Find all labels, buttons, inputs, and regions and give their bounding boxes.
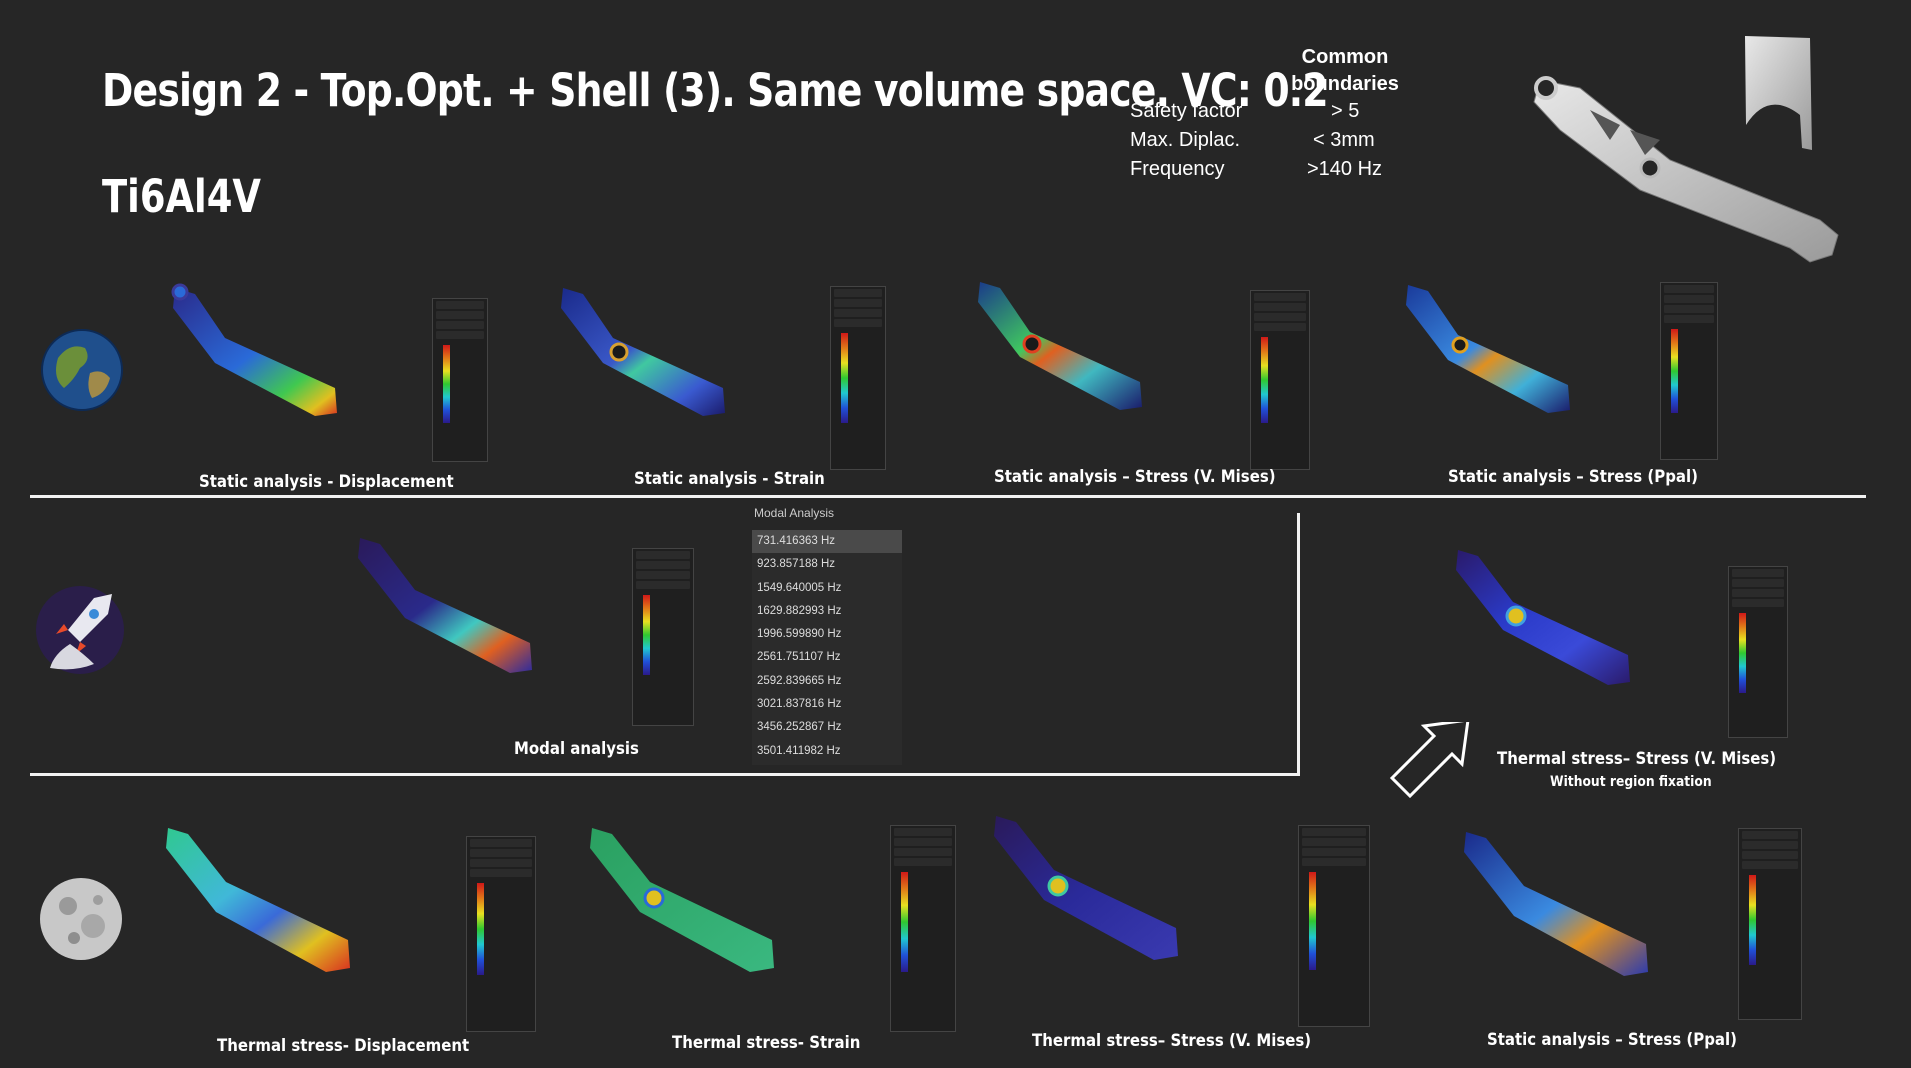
rocket-icon (36, 586, 124, 674)
caption-thermal-displacement: Thermal stress- Displacement (217, 1036, 470, 1056)
render-thermal-vmises-free (1456, 550, 1630, 685)
boundaries-heading: Common boundaries (1270, 44, 1420, 98)
result-panel-strain[interactable] (830, 286, 886, 470)
caption-modal: Modal analysis (514, 739, 639, 759)
caption-static-strain: Static analysis - Strain (634, 469, 825, 489)
boundary-value-displacement: < 3mm (1313, 129, 1375, 151)
render-static-strain (561, 288, 725, 416)
divider-top (30, 495, 1866, 498)
result-panel-displacement[interactable] (432, 298, 488, 462)
render-thermal-stress-vmises (994, 816, 1178, 960)
frequency-item[interactable]: 3456.252867 Hz (757, 721, 842, 734)
render-thermal-displacement (166, 828, 350, 972)
divider-bottom (30, 773, 1300, 776)
part-render-image (1533, 36, 1839, 263)
frequency-item[interactable]: 3021.837816 Hz (757, 698, 842, 711)
earth-icon (41, 329, 123, 411)
frequency-item[interactable]: 2561.751107 Hz (757, 651, 841, 664)
caption-static-stress-ppal: Static analysis – Stress (Ppal) (1448, 467, 1698, 487)
result-panel-thermal-free[interactable] (1728, 566, 1788, 738)
frequency-item[interactable]: 731.416363 Hz (752, 530, 902, 554)
boundary-label-frequency: Frequency (1130, 158, 1225, 180)
render-thermal-strain (590, 828, 774, 972)
boundaries-heading-line1: Common (1301, 46, 1389, 68)
caption-thermal-vmises-free: Thermal stress– Stress (V. Mises) (1497, 749, 1777, 769)
caption-static-displacement: Static analysis - Displacement (199, 472, 454, 492)
boundary-value-frequency: >140 Hz (1307, 158, 1383, 180)
result-panel-thermal-vmises[interactable] (1298, 825, 1370, 1027)
render-static-stress-vmises (978, 282, 1142, 410)
result-panel-modal[interactable] (632, 548, 694, 726)
frequency-item[interactable]: 1549.640005 Hz (757, 581, 842, 594)
divider-vertical (1297, 513, 1300, 776)
caption-thermal-strain: Thermal stress- Strain (672, 1033, 861, 1053)
caption-static-stress-vmises: Static analysis – Stress (V. Mises) (994, 467, 1276, 487)
boundary-label-displacement: Max. Diplac. (1130, 129, 1241, 151)
frequency-item[interactable]: 923.857188 Hz (757, 558, 836, 571)
render-static-stress-ppal (1406, 285, 1570, 413)
result-panel-stress-ppal[interactable] (1660, 282, 1718, 460)
material-label: Ti6Al4V (102, 170, 261, 223)
result-panel-thermal-ppal[interactable] (1738, 828, 1802, 1020)
frequency-item[interactable]: 1996.599890 Hz (757, 628, 842, 641)
render-thermal-stress-ppal (1464, 832, 1648, 976)
frequency-item[interactable]: 1629.882993 Hz (757, 604, 842, 617)
arrow-icon (1389, 722, 1470, 798)
boundary-label-safety: Safety factor (1130, 100, 1243, 122)
result-panel-thermal-displacement[interactable] (466, 836, 536, 1032)
frequency-item[interactable]: 3501.411982 Hz (757, 744, 841, 757)
render-modal (358, 538, 532, 673)
result-panel-stress-vmises[interactable] (1250, 290, 1310, 470)
result-panel-thermal-strain[interactable] (890, 825, 956, 1032)
frequency-item[interactable]: 2592.839665 Hz (757, 674, 842, 687)
moon-icon (40, 878, 122, 960)
modal-list-header: Modal Analysis (754, 506, 835, 520)
modal-frequency-list[interactable]: 731.416363 Hz 923.857188 Hz 1549.640005 … (752, 530, 902, 765)
render-static-displacement (171, 283, 337, 416)
boundary-value-safety: > 5 (1331, 100, 1360, 122)
caption-thermal-stress-vmises: Thermal stress– Stress (V. Mises) (1032, 1031, 1312, 1051)
boundaries-heading-line2: boundaries (1291, 73, 1399, 95)
caption-thermal-stress-ppal: Static analysis – Stress (Ppal) (1487, 1030, 1737, 1050)
subcaption-thermal-free: Without region fixation (1550, 774, 1712, 790)
page-title: Design 2 - Top.Opt. + Shell (3). Same vo… (102, 64, 1329, 117)
